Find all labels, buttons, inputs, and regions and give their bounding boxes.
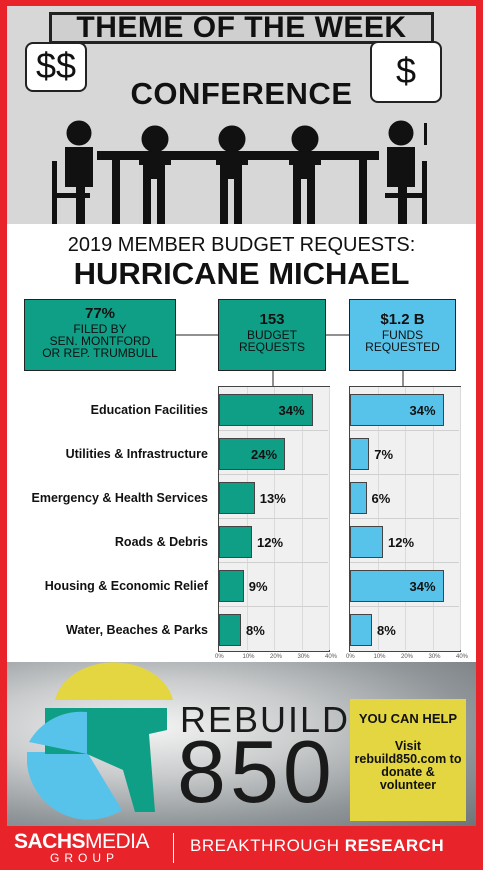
headline: HURRICANE MICHAEL <box>73 256 410 291</box>
conference-title: CONFERENCE <box>130 76 353 111</box>
footer <box>0 826 483 870</box>
chart-1-bar <box>350 482 367 514</box>
chart-0-bar <box>219 438 285 470</box>
stat-funds-line1: FUNDS <box>381 328 424 342</box>
category-label: Emergency & Health Services <box>31 491 208 505</box>
chart-0-bar <box>219 482 255 514</box>
chart-0-row-divider <box>219 606 328 607</box>
stat-budget-line2: REQUESTS <box>238 340 305 354</box>
speech-bubble-right: $ <box>370 41 442 103</box>
chart-0-row-divider <box>219 518 328 519</box>
chart-1-value-label: 34% <box>409 403 436 418</box>
chart-0-row-divider <box>219 562 328 563</box>
chart-1-bar <box>350 526 383 558</box>
stat-funds-line2: REQUESTED <box>365 340 440 354</box>
chart-0-tick-label: 30% <box>297 654 310 660</box>
chart-0-tick-label: 40% <box>325 654 338 660</box>
tagline-light: BREAKTHROUGH <box>190 836 345 855</box>
help-title: YOU CAN HELP <box>358 711 458 726</box>
chart-1-row-divider <box>350 430 459 431</box>
chart-subtitle: 2019 MEMBER BUDGET REQUESTS: <box>67 234 416 256</box>
brand-bold: SACHS <box>14 830 86 853</box>
help-text[interactable]: Visit rebuild850.com to donate & volunte… <box>354 739 462 792</box>
chart-0-value-label: 24% <box>251 447 278 462</box>
chart-0-value-label: 13% <box>259 491 286 506</box>
chart-0-value-label: 9% <box>248 579 268 594</box>
chart-0-row-divider <box>219 474 328 475</box>
sachs-media-logo: SACHSMEDIA <box>14 830 150 854</box>
chart-1-value-label: 8% <box>377 623 396 638</box>
chart-0-bar <box>219 526 252 558</box>
chart-1-row-divider <box>350 562 459 563</box>
stat-filed-line1: FILED BY <box>73 322 127 336</box>
chart-1-value-label: 12% <box>388 535 415 550</box>
stat-budget-value: 153 <box>259 311 285 328</box>
chart-0-bar <box>219 614 241 646</box>
chart-0-tick-label: 10% <box>242 654 255 660</box>
brand-group: GROUP <box>50 851 120 865</box>
chart-0-gridline <box>329 387 330 650</box>
stat-filed-value: 77% <box>84 305 116 322</box>
chart-1-bar <box>350 614 372 646</box>
chart-1-tick-label: 20% <box>401 654 414 660</box>
chart-1-gridline <box>460 387 461 650</box>
category-label: Water, Beaches & Parks <box>66 623 208 637</box>
stat-funds-box: $1.2 B FUNDS REQUESTED <box>349 299 456 371</box>
footer-divider <box>173 833 174 863</box>
chart-1-value-label: 6% <box>371 491 391 506</box>
stat-budget-box: 153 BUDGET REQUESTS <box>218 299 326 371</box>
logo-850-text: 850 <box>177 722 336 821</box>
tagline-bold: RESEARCH <box>344 836 445 855</box>
chart-0-bar <box>219 394 313 426</box>
chart-1-row-divider <box>350 606 459 607</box>
infographic-frame: THEME OF THE WEEK $$ $ CONFERENCE <box>7 6 476 826</box>
stat-filed-line2: SEN. MONTFORD <box>49 334 151 348</box>
speech-bubble-left: $$ <box>25 42 87 92</box>
chart-1-bar <box>350 570 444 602</box>
chart-1-bar <box>350 394 444 426</box>
category-label: Roads & Debris <box>114 535 208 549</box>
chart-1-tick-label: 40% <box>456 654 469 660</box>
category-label: Education Facilities <box>90 403 208 417</box>
help-callout: YOU CAN HELP Visit rebuild850.com to don… <box>350 699 466 821</box>
footer-tagline: BREAKTHROUGH RESEARCH <box>190 836 444 856</box>
chart-0-bar <box>219 570 244 602</box>
chart-0-value-label: 34% <box>278 403 305 418</box>
brand-light: MEDIA <box>85 830 150 853</box>
chart-1-row-divider <box>350 518 459 519</box>
chart-1-tick-label: 10% <box>373 654 386 660</box>
chart-0-value-label: 8% <box>246 623 265 638</box>
chart-1-value-label: 7% <box>374 447 394 462</box>
chart-1-tick-label: 30% <box>428 654 441 660</box>
chart-0-row-divider <box>219 430 328 431</box>
stat-filed-line3: OR REP. TRUMBULL <box>42 346 158 360</box>
theme-title: THEME OF THE WEEK <box>49 12 434 44</box>
stat-budget-line1: BUDGET <box>246 328 297 342</box>
logo-rebuild-text: REBUILD <box>180 699 351 740</box>
chart-1-value-label: 34% <box>409 579 436 594</box>
chart-1-tick-label: 0% <box>346 654 355 660</box>
chart-1-row-divider <box>350 474 459 475</box>
chart-0-tick-label: 0% <box>215 654 224 660</box>
stat-funds-value: $1.2 B <box>380 311 425 328</box>
chart-0-value-label: 12% <box>257 535 284 550</box>
connector-lines <box>176 334 404 387</box>
rebuild850-logo-icon <box>27 662 173 820</box>
chart-0-tick-label: 20% <box>270 654 283 660</box>
category-label: Housing & Economic Relief <box>44 579 208 593</box>
category-label: Utilities & Infrastructure <box>65 447 208 461</box>
stat-filed-box: 77% FILED BY SEN. MONTFORD OR REP. TRUMB… <box>24 299 176 371</box>
conference-table-icon <box>52 120 427 224</box>
chart-1-bar <box>350 438 370 470</box>
